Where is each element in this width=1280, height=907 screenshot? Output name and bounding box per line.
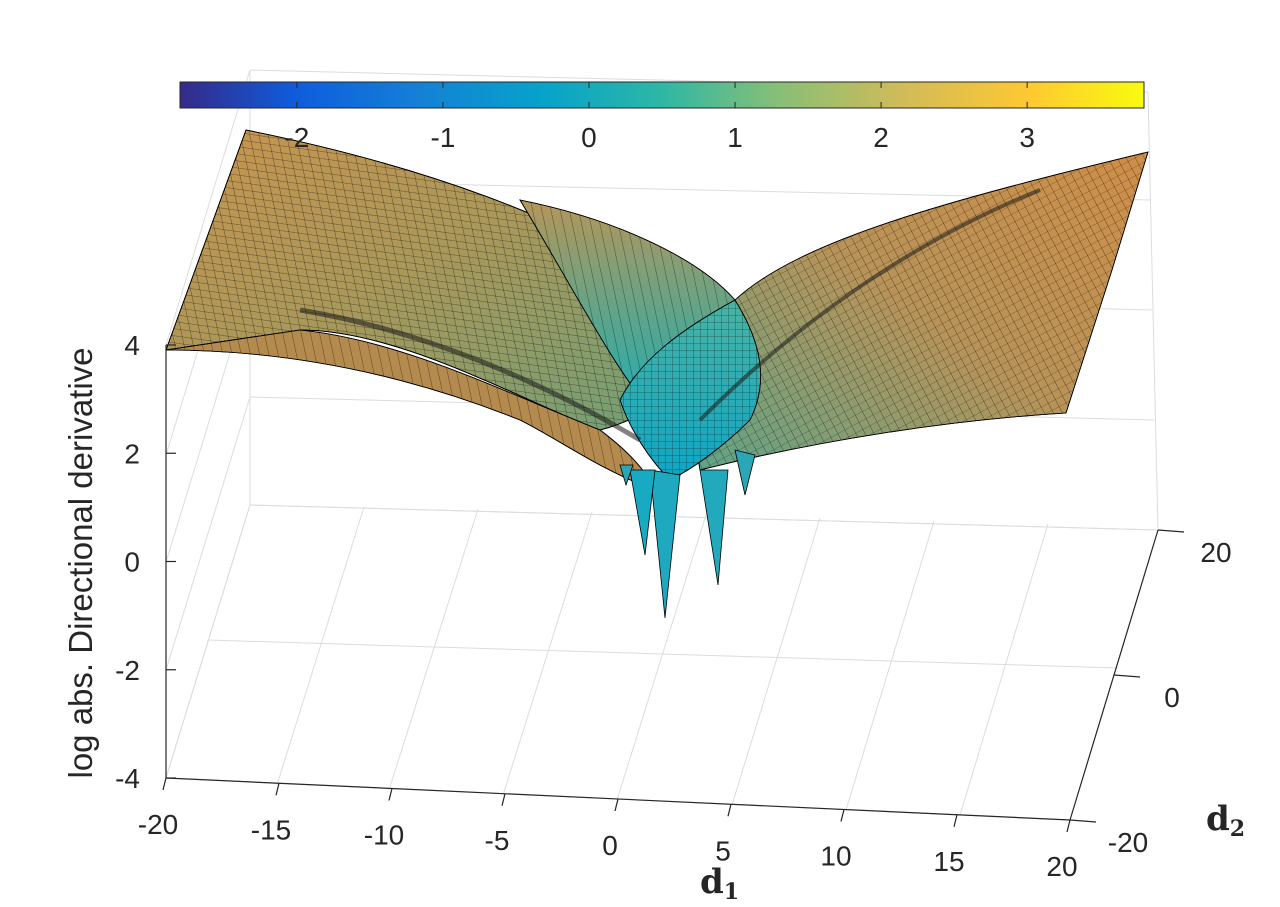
colorbar-tick-label: -2 (284, 122, 309, 153)
colorbar-tick-label: 0 (581, 122, 597, 153)
colorbar-tick-label: 3 (1019, 122, 1035, 153)
x-tick (614, 798, 619, 812)
z-tick-label: 2 (124, 438, 140, 469)
y-tick-label: 20 (1200, 537, 1231, 568)
y-tick (1113, 674, 1141, 678)
x-tick (840, 809, 845, 822)
surface-mesh (165, 129, 1149, 619)
x-tick-labels: -20 -15 -10 -5 0 5 10 15 20 (138, 809, 1078, 882)
colorbar-tick-label: -1 (430, 122, 455, 153)
x-tick-label: 15 (933, 846, 964, 877)
x-tick (162, 777, 167, 791)
z-tick-label: -2 (115, 655, 140, 686)
x-tick-label: 20 (1046, 851, 1077, 882)
x-tick-label: 10 (820, 841, 851, 872)
z-tick-label: -4 (115, 763, 140, 794)
y-tick-labels: -20 0 20 (1108, 537, 1232, 858)
x-tick-label: -10 (364, 820, 404, 851)
x-tick-label: 0 (602, 830, 618, 861)
z-tick-label: 4 (124, 330, 140, 361)
y-tick-label: -20 (1108, 827, 1148, 858)
colorbar-tick-label: 2 (873, 122, 889, 153)
colorbar-tick-labels: -2 -1 0 1 2 3 (284, 82, 1035, 153)
colorbar-tick-label: 1 (727, 122, 743, 153)
x-axis-label: d1 (700, 862, 739, 905)
z-axis-label: log abs. Directional derivative (62, 347, 99, 778)
x-tick (1066, 819, 1071, 833)
y-tick (1069, 819, 1097, 823)
tick-marks (162, 344, 1185, 833)
x-tick (388, 788, 393, 801)
z-tick-label: 0 (124, 547, 140, 578)
colorbar (179, 81, 1145, 109)
y-tick-label: 0 (1164, 682, 1180, 713)
x-tick-label: 5 (715, 835, 731, 866)
x-tick (727, 804, 732, 817)
x-tick (275, 783, 280, 796)
z-tick-labels: -4 -2 0 2 4 (115, 330, 140, 794)
x-tick-label: -20 (138, 809, 178, 840)
x-tick-label: -15 (251, 814, 291, 845)
x-tick (953, 814, 958, 827)
x-tick (501, 793, 506, 806)
x-tick-label: -5 (485, 825, 510, 856)
y-tick (1157, 529, 1185, 533)
y-axis-label: d2 (1206, 799, 1245, 842)
